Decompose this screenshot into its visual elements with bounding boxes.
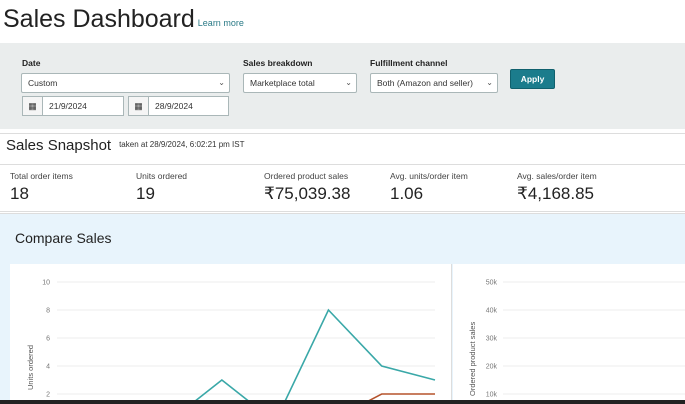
snapshot-header — [0, 133, 685, 165]
metric-label: Total order items — [10, 171, 73, 181]
y-tick-label: 30k — [486, 336, 498, 343]
units-chart-panel — [10, 264, 452, 404]
metric-value: 1.06 — [390, 184, 424, 203]
chevron-down-icon: ⌄ — [218, 78, 225, 87]
snapshot-timestamp: taken at 28/9/2024, 6:02:21 pm IST — [119, 140, 245, 149]
metric-label: Avg. units/order item — [390, 171, 468, 181]
y-tick-label: 40k — [486, 308, 498, 315]
start-date-value: 21/9/2024 — [49, 101, 87, 111]
y-tick-label: 6 — [46, 336, 50, 343]
y-tick-label: 50k — [486, 280, 498, 287]
metric-value: ₹4,168.85 — [517, 184, 594, 203]
y-tick-label: 2 — [46, 392, 50, 399]
calendar-icon: ▦ — [129, 97, 149, 115]
taskbar — [0, 400, 685, 404]
y-tick-label: 10k — [486, 392, 498, 399]
calendar-icon: ▦ — [23, 97, 43, 115]
end-date-value: 28/9/2024 — [155, 101, 193, 111]
chevron-down-icon: ⌄ — [345, 78, 352, 87]
y-tick-label: 8 — [46, 308, 50, 315]
y-tick-label: 10 — [42, 280, 50, 287]
sales-chart-panel — [453, 264, 685, 404]
apply-button[interactable]: Apply — [510, 69, 555, 89]
page-header: Sales Dashboard Learn more — [3, 4, 244, 34]
start-date-input[interactable]: ▦ 21/9/2024 — [22, 96, 124, 116]
snapshot-title: Sales Snapshot — [6, 137, 112, 154]
channel-value: Both (Amazon and seller) — [377, 78, 473, 88]
divider — [0, 211, 685, 212]
date-select[interactable]: Custom ⌄ — [21, 73, 230, 93]
compare-sales-title: Compare Sales — [15, 230, 112, 246]
series-line-1 — [360, 393, 435, 404]
end-date-input[interactable]: ▦ 28/9/2024 — [128, 96, 229, 116]
metric-label: Ordered product sales — [264, 171, 349, 181]
channel-label: Fulfillment channel — [370, 58, 448, 68]
series-line-0 — [190, 308, 436, 404]
breakdown-select[interactable]: Marketplace total ⌄ — [243, 73, 357, 93]
date-label: Date — [22, 58, 41, 68]
page-title: Sales Dashboard — [3, 5, 195, 33]
snapshot-title-row: Sales Snapshot taken at 28/9/2024, 6:02:… — [6, 137, 245, 155]
y-tick-label: 20k — [486, 364, 498, 371]
metric-value: ₹75,039.38 — [264, 184, 351, 203]
metric-label: Avg. sales/order item — [517, 171, 597, 181]
chevron-down-icon: ⌄ — [486, 78, 493, 87]
breakdown-value: Marketplace total — [250, 78, 315, 88]
channel-select[interactable]: Both (Amazon and seller) ⌄ — [370, 73, 498, 93]
metric-value: 19 — [136, 184, 155, 203]
date-select-value: Custom — [28, 78, 58, 88]
learn-more-link[interactable]: Learn more — [197, 18, 244, 28]
breakdown-label: Sales breakdown — [243, 58, 313, 68]
metric-value: 18 — [10, 184, 29, 203]
metric-label: Units ordered — [136, 171, 188, 181]
y-tick-label: 4 — [46, 364, 50, 371]
